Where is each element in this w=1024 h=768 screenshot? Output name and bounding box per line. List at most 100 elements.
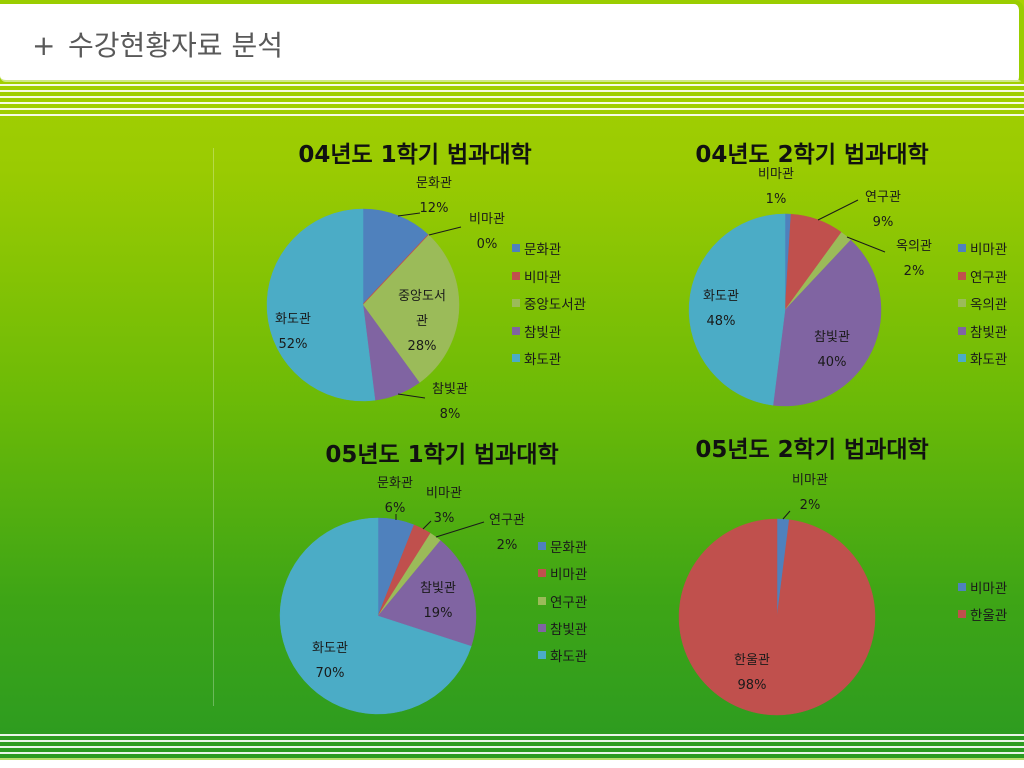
data-label: 화도관 70% xyxy=(312,636,348,686)
data-label-value: 2% xyxy=(896,259,932,284)
plus-icon: + xyxy=(32,29,56,62)
leader-line xyxy=(846,236,886,253)
data-label-number: 2 xyxy=(496,537,505,553)
data-label-category: 참빛관 xyxy=(432,381,468,397)
data-label-unit: % xyxy=(773,191,787,207)
legend-item: 참빛관 xyxy=(512,321,561,341)
legend-marker xyxy=(538,569,546,578)
legend-label: 비마관 xyxy=(550,567,588,584)
data-label: 비마관 0% xyxy=(469,207,505,257)
data-label-value: 2% xyxy=(489,533,525,558)
data-label-category: 연구관 xyxy=(865,189,901,205)
data-label-category: 문화관 xyxy=(416,175,452,191)
header-bar: + 수강현황자료 분석 xyxy=(0,0,1024,82)
data-label-value: 48% xyxy=(703,309,739,334)
data-label: 연구관 2% xyxy=(489,508,525,558)
legend-item: 화도관 xyxy=(512,348,561,368)
divider-line xyxy=(213,148,214,706)
decorative-stripes-top xyxy=(0,84,1024,116)
data-label-unit: % xyxy=(484,236,498,252)
pie-chart-1 xyxy=(266,208,462,402)
chart-title-1: 04년도 1학기 법과대학 xyxy=(298,142,532,168)
data-label-category: 비마관 xyxy=(469,211,505,227)
legend-marker xyxy=(958,299,966,307)
legend-item: 참빛관 xyxy=(958,321,1007,341)
data-label-unit: % xyxy=(447,406,461,422)
legend-marker xyxy=(512,326,520,335)
data-label-category: 문화관 xyxy=(377,475,413,491)
leader-line xyxy=(428,226,462,236)
data-label-number: 0 xyxy=(476,236,485,252)
decorative-stripes-bottom xyxy=(0,734,1024,758)
data-label-category: 화도관 xyxy=(312,640,348,656)
legend-label: 비마관 xyxy=(970,242,1008,258)
data-label-category: 비마관 xyxy=(758,166,794,182)
data-label-value: 3% xyxy=(426,506,462,531)
legend-marker xyxy=(958,610,966,618)
data-label-value: 8% xyxy=(432,402,468,427)
legend-marker xyxy=(538,542,546,550)
legend-marker xyxy=(958,326,966,335)
pie-slice-5 xyxy=(688,213,786,406)
legend-marker xyxy=(538,623,546,632)
legend-item: 화도관 xyxy=(538,645,587,665)
data-label-unit: % xyxy=(424,338,437,354)
data-label: 화도관 52% xyxy=(275,307,311,357)
data-label-number: 28 xyxy=(407,338,425,354)
data-label-unit: % xyxy=(441,510,455,526)
data-label-unit: % xyxy=(436,200,449,216)
legend-label: 참빛관 xyxy=(550,621,588,638)
data-label-unit: % xyxy=(911,263,925,279)
data-label-number: 6 xyxy=(384,500,393,516)
data-label: 문화관 6% xyxy=(377,471,413,521)
data-label: 화도관 48% xyxy=(703,284,739,334)
legend-label: 화도관 xyxy=(524,352,562,368)
legend-item: 화도관 xyxy=(958,348,1007,368)
data-label-unit: % xyxy=(723,313,736,329)
data-label-unit: % xyxy=(392,500,406,516)
data-label: 비마관 1% xyxy=(758,162,794,212)
legend-item: 문화관 xyxy=(538,536,587,556)
data-label-number: 70 xyxy=(315,665,333,681)
data-label-category: 비마관 xyxy=(792,472,828,488)
pie-slice-4 xyxy=(377,540,477,647)
page-title: 수강현황자료 분석 xyxy=(68,29,283,62)
legend-label: 화도관 xyxy=(970,352,1008,368)
data-label-number: 3 xyxy=(433,510,442,526)
legend-label: 문화관 xyxy=(550,540,588,556)
pie-slice-4 xyxy=(772,239,882,407)
chart-title-2: 04년도 2학기 법과대학 xyxy=(695,142,929,168)
legend-label: 옥의관 xyxy=(970,297,1008,313)
pie-slice-2 xyxy=(678,518,876,716)
data-label-value: 0% xyxy=(469,232,505,257)
legend-item: 연구관 xyxy=(538,591,587,611)
data-label-category: 한울관 xyxy=(734,652,770,668)
pie-chart-4 xyxy=(678,510,876,716)
data-label-number: 98 xyxy=(737,677,755,693)
pie-slice-5 xyxy=(266,208,376,402)
data-label-unit: % xyxy=(880,214,894,230)
legend-marker xyxy=(958,354,966,362)
data-label-value: 1% xyxy=(758,187,794,212)
data-label-number: 52 xyxy=(278,336,296,352)
legend-marker xyxy=(512,244,520,252)
data-label-value: 70% xyxy=(312,661,348,686)
chart-title-3: 05년도 1학기 법과대학 xyxy=(325,442,559,468)
pie-chart-3 xyxy=(279,514,485,715)
legend-marker xyxy=(958,271,966,280)
data-label-number: 8 xyxy=(439,406,448,422)
legend-label: 화도관 xyxy=(550,649,588,666)
footer-bar xyxy=(0,758,1024,768)
data-label: 중앙도서관 28% xyxy=(394,284,450,359)
pie-chart-2 xyxy=(688,199,886,407)
data-label-number: 19 xyxy=(423,605,441,621)
legend-label: 문화관 xyxy=(524,242,562,258)
data-label: 참빛관 19% xyxy=(420,576,456,626)
legend-marker xyxy=(512,354,520,362)
data-label-number: 40 xyxy=(817,354,835,370)
legend-item: 비마관 xyxy=(512,266,561,286)
data-label-number: 9 xyxy=(872,214,881,230)
data-label-number: 2 xyxy=(799,497,808,513)
